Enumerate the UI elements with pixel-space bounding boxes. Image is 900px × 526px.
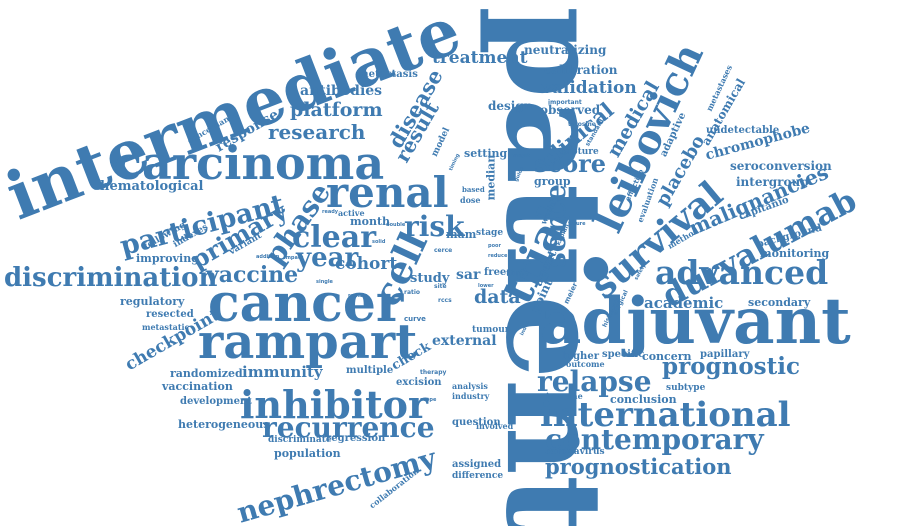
word-population: population: [274, 448, 341, 459]
word-difference: difference: [452, 472, 503, 481]
word-lower: lower: [478, 284, 494, 289]
word-coronavirus: coronavirus: [545, 448, 605, 457]
word-multiple: multiple: [346, 366, 393, 376]
word-sar: sar: [456, 268, 480, 282]
word-concern: concern: [642, 351, 692, 362]
word-double: double: [386, 223, 405, 228]
word-dose: dose: [460, 196, 481, 204]
word-advanced: advanced: [655, 256, 828, 289]
word-impact: impact: [284, 256, 303, 261]
word-tyrosine: tyrosine: [568, 122, 596, 128]
word-capture: capture: [560, 148, 599, 157]
word-metastasis: metastasis: [358, 70, 418, 80]
word-resected: resected: [146, 310, 194, 320]
word-improving: improving: [136, 253, 199, 264]
word-remain: remain: [348, 294, 368, 299]
word-ratio: ratio: [404, 290, 420, 296]
word-design: design: [488, 100, 532, 112]
word-therapy: therapy: [420, 370, 446, 376]
word-prognostication: prognostication: [545, 456, 732, 477]
word-active: active: [338, 209, 365, 217]
word-development: development: [180, 397, 252, 407]
word-vaccine: vaccine: [206, 264, 298, 286]
word-heterogeneous: heterogeneous: [178, 419, 269, 430]
word-based: based: [462, 186, 485, 193]
word-median: median: [485, 155, 496, 201]
word-model: model: [431, 127, 452, 159]
word-involved: involved: [476, 422, 513, 430]
word-secondary: secondary: [748, 297, 810, 308]
word-external: external: [432, 334, 497, 348]
word-solid: solid: [372, 240, 385, 245]
word-analysis: analysis: [452, 382, 488, 390]
word-poor: poor: [488, 244, 501, 249]
word-calibration: calibration: [544, 64, 618, 76]
word-cohort: cohort: [335, 256, 397, 273]
word-hematological: hematological: [100, 180, 204, 193]
word-important: important: [548, 100, 582, 106]
word-regression: regression: [326, 434, 385, 444]
word-neutralizing: neutralizing: [524, 44, 606, 56]
word-seroconversion: seroconversion: [730, 160, 832, 172]
word-conclusion: conclusion: [610, 394, 677, 405]
word-treatment: treatment: [432, 50, 528, 67]
word-single: single: [316, 280, 333, 285]
word-subtype: subtype: [666, 384, 705, 393]
word-immunity: immunity: [242, 365, 323, 380]
word-higher: higher: [562, 352, 599, 362]
word-scope: scope: [420, 398, 436, 403]
word-papillary: papillary: [700, 350, 749, 360]
word-excision: excision: [396, 378, 442, 388]
word-future: future: [568, 222, 586, 227]
word-group: group: [534, 176, 571, 187]
word-reduce: reduce: [488, 254, 507, 259]
word-discrimination: discrimination: [4, 265, 217, 291]
word-intergroup: intergroup: [736, 176, 809, 188]
word-target: target: [512, 154, 530, 159]
word-free: free: [484, 268, 506, 278]
word-vaccination: vaccination: [162, 381, 233, 392]
word-randomized: randomized: [170, 368, 243, 379]
word-timing: timing: [449, 153, 461, 172]
word-curve: curve: [404, 316, 426, 323]
word-time: time: [506, 270, 529, 279]
word-metastatic: metastatic: [142, 323, 189, 331]
word-site: site: [434, 284, 447, 290]
word-stage: stage: [476, 229, 503, 238]
word-monitoring: monitoring: [760, 248, 829, 259]
word-academic: academic: [644, 296, 723, 311]
word-specific: specific: [602, 350, 644, 360]
word-ready: ready: [322, 210, 338, 215]
word-rccs: rccs: [438, 298, 452, 304]
word-industry: industry: [452, 392, 489, 400]
word-cerce: cerce: [434, 248, 452, 254]
word-mam: mam: [446, 229, 476, 240]
word-platform: platform: [290, 101, 383, 120]
word-discriminate: discriminate: [268, 436, 332, 445]
word-validation: validation: [542, 80, 637, 97]
word-tumour: tumour: [472, 326, 510, 335]
word-data: data: [474, 288, 521, 307]
word-regulatory: regulatory: [120, 296, 184, 307]
word-research: research: [268, 122, 365, 142]
word-immune: immune: [546, 392, 583, 400]
word-rampart: rampart: [198, 318, 417, 366]
word-antibodies: antibodies: [300, 84, 382, 98]
word-addition: addition: [256, 255, 279, 260]
word-assigned: assigned: [452, 460, 501, 470]
